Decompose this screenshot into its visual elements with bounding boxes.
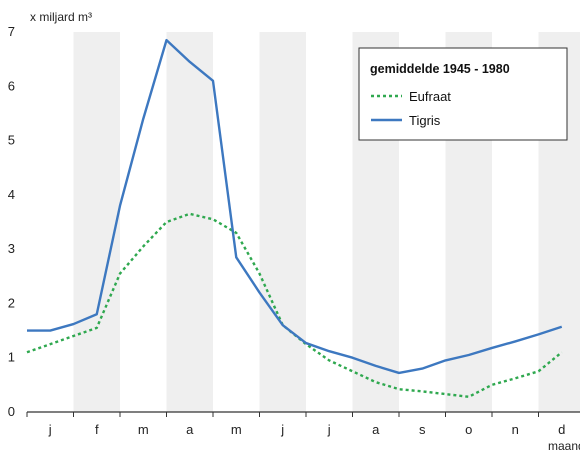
legend-box [358, 47, 568, 141]
x-tick-label: m [138, 422, 149, 437]
month-band [73, 32, 120, 412]
y-axis-label: x miljard m³ [30, 10, 92, 24]
x-tick-label: j [48, 422, 52, 437]
x-tick-label: d [558, 422, 565, 437]
y-tick-label: 0 [8, 404, 15, 419]
month-band [166, 32, 213, 412]
x-tick-label: m [231, 422, 242, 437]
series-lines [26, 38, 563, 398]
x-tick-label: a [372, 422, 380, 437]
x-tick-label: a [186, 422, 194, 437]
x-tick-label: f [95, 422, 99, 437]
y-tick-label: 1 [8, 350, 15, 365]
y-axis-ticks: 0 1 2 3 4 5 6 7 [8, 24, 15, 419]
y-tick-label: 3 [8, 241, 15, 256]
y-tick-label: 4 [8, 187, 15, 202]
legend-label-tigris: Tigris [409, 113, 441, 128]
y-tick-label: 5 [8, 133, 15, 148]
legend: gemiddelde 1945 - 1980 Eufraat Tigris [358, 47, 568, 141]
month-band [259, 32, 306, 412]
y-tick-label: 6 [8, 78, 15, 93]
y-tick-label: 2 [8, 295, 15, 310]
x-tick-label: o [465, 422, 472, 437]
x-axis-label: maand [548, 439, 580, 453]
x-tick-label: n [512, 422, 519, 437]
legend-label-eufraat: Eufraat [409, 89, 451, 104]
legend-title: gemiddelde 1945 - 1980 [370, 62, 510, 76]
x-tick-label: j [327, 422, 331, 437]
series-line-tigris [27, 38, 563, 375]
y-tick-label: 7 [8, 24, 15, 39]
x-tick-label: j [280, 422, 284, 437]
x-tick-label: s [419, 422, 426, 437]
